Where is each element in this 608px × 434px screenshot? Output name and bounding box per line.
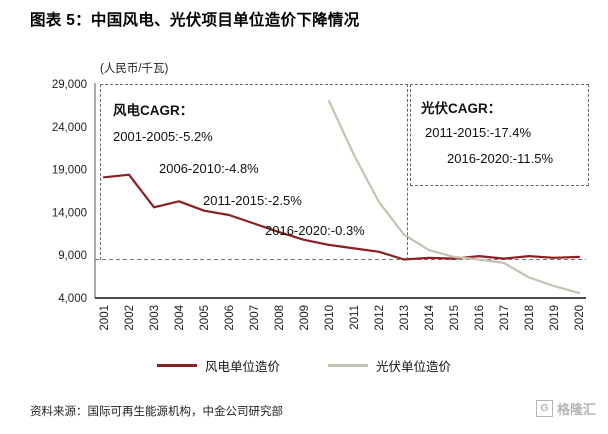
x-tick-label: 2002: [124, 305, 136, 331]
y-tick-label: 29,000: [52, 79, 87, 91]
y-tick-label: 4,000: [58, 293, 87, 305]
pv-cagr-heading: 光伏CAGR：: [421, 101, 502, 116]
x-tick-label: 2003: [149, 305, 161, 331]
line-chart-canvas: 4,000 9,000 14,000 19,000 24,000 29,000 2001 20…: [52, 79, 586, 331]
x-tick-label: 2020: [574, 305, 586, 331]
legend-item-pv: 光伏单位造价: [328, 356, 451, 375]
legend-label-wind: 风电单位造价: [204, 360, 280, 374]
gelonghui-logo-text: 格隆汇: [556, 402, 596, 417]
gelonghui-logo: G 格隆汇: [535, 399, 596, 418]
gelonghui-logo-icon: G: [535, 400, 553, 417]
x-tick-label: 2012: [374, 305, 386, 331]
pv-line-swatch: [328, 364, 368, 367]
wind-cagr-line-4: 2016-2020:-0.3%: [265, 223, 365, 238]
legend-label-pv: 光伏单位造价: [376, 360, 452, 374]
y-tick-label: 24,000: [52, 122, 87, 134]
pv-cagr-line-1: 2011-2015:-17.4%: [425, 125, 532, 140]
x-tick-label: 2017: [499, 305, 511, 331]
wind-line-swatch: [156, 364, 197, 367]
data-source-note: 资料来源：国际可再生能源机构，中金公司研究部: [30, 406, 283, 418]
x-tick-label: 2018: [524, 305, 536, 331]
x-tick-label: 2001: [99, 305, 111, 331]
wind-series-line: [102, 173, 581, 261]
x-tick-label: 2008: [274, 305, 286, 331]
y-tick-label: 14,000: [52, 207, 87, 219]
pv-cagr-annotation-box: 光伏CAGR： 2011-2015:-17.4% 2016-2020:-11.5…: [410, 84, 589, 186]
wind-cagr-annotation-box: 风电CAGR： 2001-2005:-5.2% 2006-2010:-4.8% …: [100, 84, 408, 260]
y-tick-label: 9,000: [58, 250, 87, 262]
pv-cagr-line-2: 2016-2020:-11.5%: [447, 151, 554, 166]
x-tick-label: 2010: [324, 305, 336, 331]
wind-cagr-line-1: 2001-2005:-5.2%: [113, 129, 213, 144]
legend-item-wind: 风电单位造价: [156, 356, 280, 375]
wind-cagr-line-2: 2006-2010:-4.8%: [159, 161, 259, 176]
wind-cagr-heading: 风电CAGR：: [113, 103, 194, 118]
page-title: 图表 5：中国风电、光伏项目单位造价下降情况: [30, 12, 360, 29]
wind-cagr-line-3: 2011-2015:-2.5%: [203, 193, 302, 208]
x-tick-label: 2005: [199, 305, 211, 331]
x-tick-label: 2007: [249, 305, 261, 331]
y-tick-label: 19,000: [52, 165, 87, 177]
x-tick-label: 2013: [399, 305, 411, 331]
x-tick-label: 2004: [174, 304, 186, 330]
y-axis-unit-label: (人民币/千瓦): [100, 63, 169, 75]
pv-series-line: [327, 100, 581, 294]
x-tick-label: 2015: [449, 305, 461, 331]
x-tick-label: 2014: [424, 304, 436, 330]
x-tick-label: 2011: [349, 305, 361, 330]
x-tick-label: 2009: [299, 305, 311, 331]
x-tick-label: 2019: [549, 305, 561, 331]
x-tick-label: 2016: [474, 305, 486, 331]
x-tick-label: 2006: [224, 305, 236, 331]
chart-legend: 风电单位造价 光伏单位造价: [0, 356, 608, 375]
